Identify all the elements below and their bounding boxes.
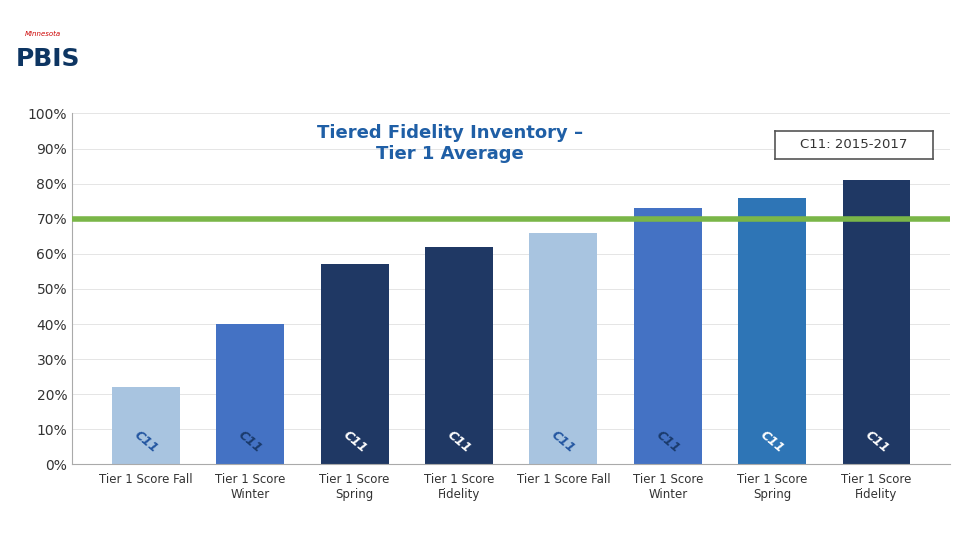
Text: C11: C11 (340, 429, 369, 456)
Bar (843, 180, 910, 464)
Text: C11: C11 (654, 429, 683, 456)
Text: Tiered Fidelity Inventory –
Tier 1 Average: Tiered Fidelity Inventory – Tier 1 Avera… (317, 124, 583, 163)
Bar (216, 324, 284, 464)
Text: C11: C11 (444, 429, 473, 456)
Bar (530, 233, 597, 464)
Text: C11: C11 (757, 429, 786, 456)
Bar (425, 247, 492, 464)
Bar (321, 265, 389, 464)
Text: C11: C11 (132, 429, 160, 456)
Text: C11: C11 (862, 429, 891, 456)
Text: C11: C11 (549, 429, 578, 456)
Bar (738, 198, 806, 464)
Text: Cohort Implementation Fidelity Benchmarks: Cohort Implementation Fidelity Benchmark… (229, 16, 923, 44)
Bar (112, 387, 180, 464)
Text: PBIS: PBIS (15, 47, 81, 71)
Text: C11: 2015-2017: C11: 2015-2017 (801, 138, 907, 152)
Text: C11: C11 (236, 429, 265, 456)
Text: Cohort 11 (2015-2017): Cohort 11 (2015-2017) (451, 64, 701, 83)
Text: Minnesota: Minnesota (25, 31, 61, 37)
Bar (634, 208, 702, 464)
Bar (0, 0, 168, 94)
